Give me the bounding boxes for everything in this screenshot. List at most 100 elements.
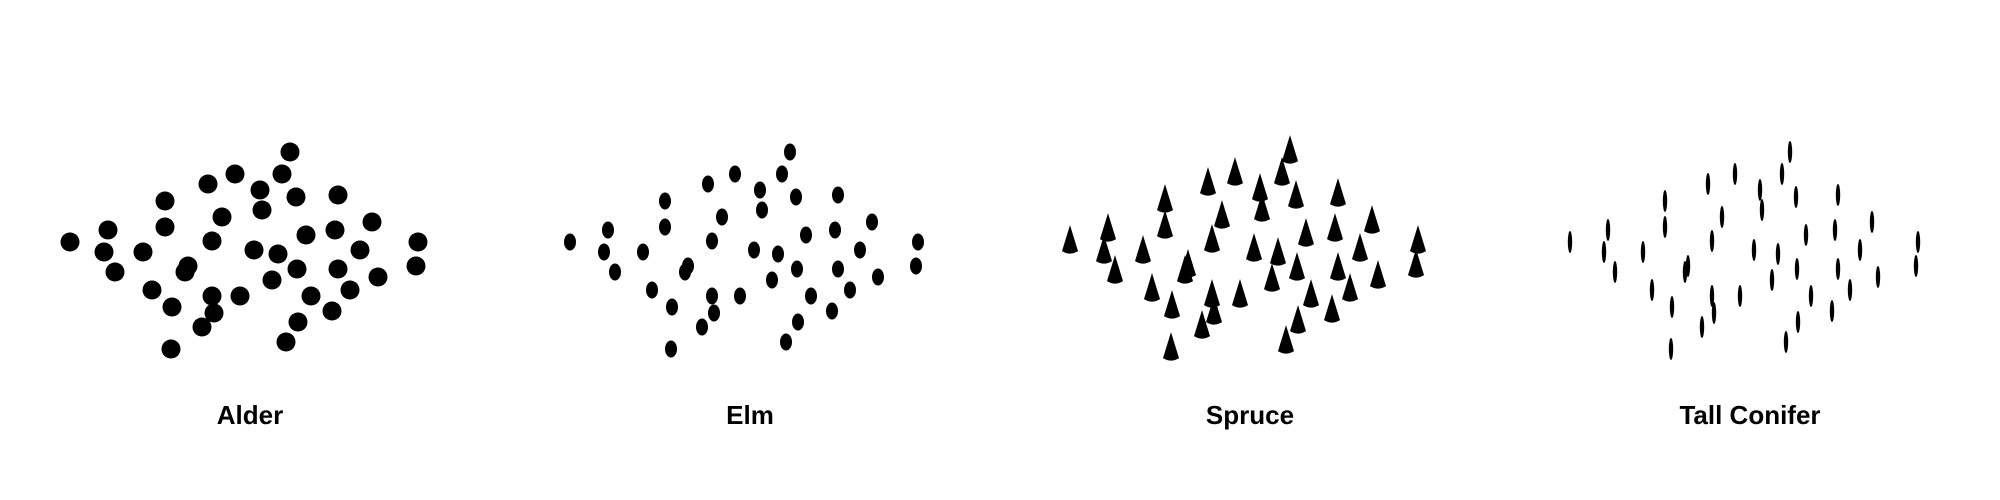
tall-conifer-mark — [1662, 216, 1668, 238]
alder-mark — [262, 270, 282, 290]
alder-mark — [406, 256, 426, 276]
alder-mark — [230, 286, 250, 306]
alder-mark — [202, 286, 222, 306]
spruce-mark — [1303, 279, 1319, 308]
alder-mark — [328, 259, 348, 279]
spruce-mark — [1274, 157, 1290, 186]
elm-mark — [682, 257, 694, 275]
spruce-mark — [1180, 249, 1196, 278]
elm-mark — [609, 263, 621, 281]
elm-mark — [696, 318, 708, 336]
elm-mark — [564, 233, 576, 251]
elm-mark — [832, 260, 844, 278]
elm-mark — [844, 281, 856, 299]
tall-conifer-mark — [1567, 231, 1573, 253]
tall-conifer-mark — [1711, 302, 1717, 324]
alder-mark — [250, 180, 270, 200]
tall-conifer-pattern — [1567, 141, 1921, 360]
alder-pattern — [60, 142, 428, 359]
elm-mark — [659, 192, 671, 210]
tall-conifer-mark — [1640, 241, 1646, 263]
spruce-mark — [1330, 178, 1346, 207]
spruce-mark — [1214, 200, 1230, 229]
spruce-mark — [1289, 252, 1305, 281]
elm-mark — [772, 245, 784, 263]
panel-tall-conifer: Tall Conifer — [1500, 0, 2000, 500]
spruce-mark — [1364, 205, 1380, 234]
alder-mark — [212, 207, 232, 227]
spruce-mark — [1204, 224, 1220, 253]
tall-conifer-mark — [1808, 285, 1814, 307]
alder-mark — [133, 242, 153, 262]
tall-conifer-mark — [1601, 241, 1607, 263]
tall-conifer-mark — [1913, 255, 1919, 277]
spruce-mark — [1278, 325, 1294, 354]
tall-conifer-mark — [1803, 224, 1809, 246]
tall-conifer-mark — [1775, 243, 1781, 265]
spruce-mark — [1410, 225, 1426, 254]
elm-mark — [666, 298, 678, 316]
tall-conifer-mark — [1835, 258, 1841, 280]
spruce-mark — [1096, 235, 1112, 264]
tall-conifer-mark — [1709, 285, 1715, 307]
alder-mark — [322, 301, 342, 321]
spruce-mark — [1324, 294, 1340, 323]
spruce-mark — [1352, 233, 1368, 262]
elm-mark — [854, 241, 866, 259]
spruce-mark — [1206, 296, 1222, 325]
elm-mark — [754, 181, 766, 199]
alder-mark — [98, 220, 118, 240]
panel-label-elm: Elm — [726, 400, 774, 430]
elm-mark — [826, 302, 838, 320]
alder-mark — [204, 303, 224, 323]
alder-mark — [276, 332, 296, 352]
elm-mark — [766, 271, 778, 289]
elm-pattern — [564, 143, 924, 358]
elm-mark — [784, 143, 796, 161]
tall-conifer-mark — [1662, 190, 1668, 212]
tall-conifer-mark — [1875, 266, 1881, 288]
tall-conifer-mark — [1835, 184, 1841, 206]
alder-mark — [244, 240, 264, 260]
tall-conifer-mark — [1737, 285, 1743, 307]
panel-label-spruce: Spruce — [1205, 400, 1295, 430]
tall-conifer-mark — [1847, 279, 1853, 301]
spruce-mark — [1330, 252, 1346, 281]
spruce-mark — [1327, 213, 1343, 242]
elm-mark — [706, 287, 718, 305]
elm-mark — [659, 218, 671, 236]
panel-elm: Elm — [500, 0, 1000, 500]
elm-mark — [708, 304, 720, 322]
tall-conifer-mark — [1832, 219, 1838, 241]
elm-mark — [702, 175, 714, 193]
elm-mark — [646, 281, 658, 299]
elm-mark — [602, 221, 614, 239]
alder-mark — [340, 280, 360, 300]
spruce-mark — [1252, 173, 1268, 202]
alder-mark — [286, 187, 306, 207]
elm-mark — [748, 241, 760, 259]
spruce-mark — [1342, 273, 1358, 302]
spruce-mark — [1254, 193, 1270, 222]
alder-mark — [155, 191, 175, 211]
alder-mark — [325, 220, 345, 240]
tall-conifer-mark — [1787, 141, 1793, 163]
elm-mark — [792, 313, 804, 331]
elm-mark — [734, 287, 746, 305]
spruce-mark — [1246, 233, 1262, 262]
tall-conifer-mark — [1795, 311, 1801, 333]
spruce-mark — [1135, 235, 1151, 264]
elm-mark — [598, 243, 610, 261]
spruce-mark — [1282, 135, 1298, 164]
spruce-mark — [1163, 332, 1179, 361]
spruce-mark — [1144, 273, 1160, 302]
alder-mark — [272, 164, 292, 184]
tall-conifer-mark — [1605, 219, 1611, 241]
elm-mark — [805, 287, 817, 305]
tall-conifer-mark — [1751, 239, 1757, 261]
spruce-mark — [1200, 167, 1216, 196]
elm-mark — [800, 226, 812, 244]
elm-mark — [791, 260, 803, 278]
panel-spruce: Spruce — [1000, 0, 1500, 500]
